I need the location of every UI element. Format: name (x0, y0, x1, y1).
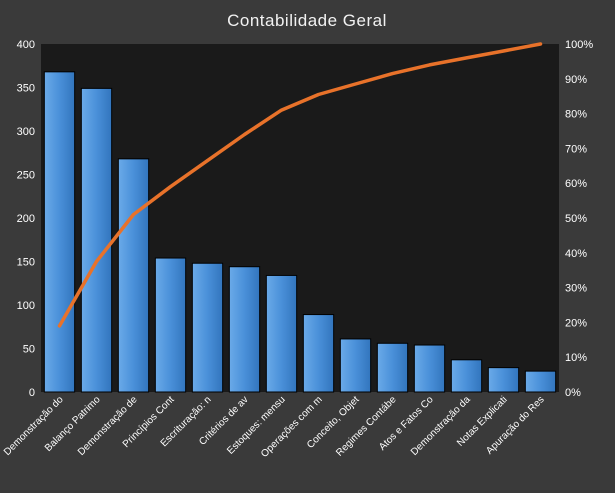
bar (413, 344, 446, 393)
right-tick-label: 100% (565, 39, 593, 51)
bar (302, 314, 335, 393)
left-tick-label: 50 (23, 344, 35, 356)
bar (376, 342, 409, 393)
cumulative-line (57, 42, 543, 328)
bar-series (43, 71, 557, 393)
right-tick-label: 20% (565, 317, 587, 329)
bar (191, 262, 224, 393)
bar (450, 359, 483, 393)
right-tick-label: 0% (565, 387, 581, 399)
chart-title: Contabilidade Geral (227, 11, 387, 30)
left-tick-label: 300 (17, 126, 35, 138)
right-tick-label: 10% (565, 352, 587, 364)
bar (524, 370, 557, 393)
bar (117, 158, 150, 393)
left-tick-label: 100 (17, 300, 35, 312)
bar (43, 71, 76, 393)
right-tick-label: 60% (565, 178, 587, 190)
left-axis: 0 50 100 150 200 250 300 350 400 (17, 39, 35, 399)
bar (339, 338, 372, 393)
bar (487, 367, 520, 393)
bar (154, 257, 187, 393)
right-tick-label: 80% (565, 109, 587, 121)
left-tick-label: 0 (29, 387, 35, 399)
right-tick-label: 40% (565, 248, 587, 260)
left-tick-label: 350 (17, 83, 35, 95)
left-tick-label: 400 (17, 39, 35, 51)
bar (265, 274, 298, 393)
right-axis: 0% 10% 20% 30% 40% 50% 60% 70% 80% 90% 100% (565, 39, 593, 399)
left-tick-label: 150 (17, 257, 35, 269)
left-tick-label: 250 (17, 170, 35, 182)
cumulative-line-series (57, 42, 543, 328)
right-tick-label: 50% (565, 213, 587, 225)
bar (228, 266, 261, 393)
left-tick-label: 200 (17, 213, 35, 225)
right-tick-label: 30% (565, 283, 587, 295)
bar (80, 87, 113, 393)
right-tick-label: 70% (565, 143, 587, 155)
right-tick-label: 90% (565, 74, 587, 86)
